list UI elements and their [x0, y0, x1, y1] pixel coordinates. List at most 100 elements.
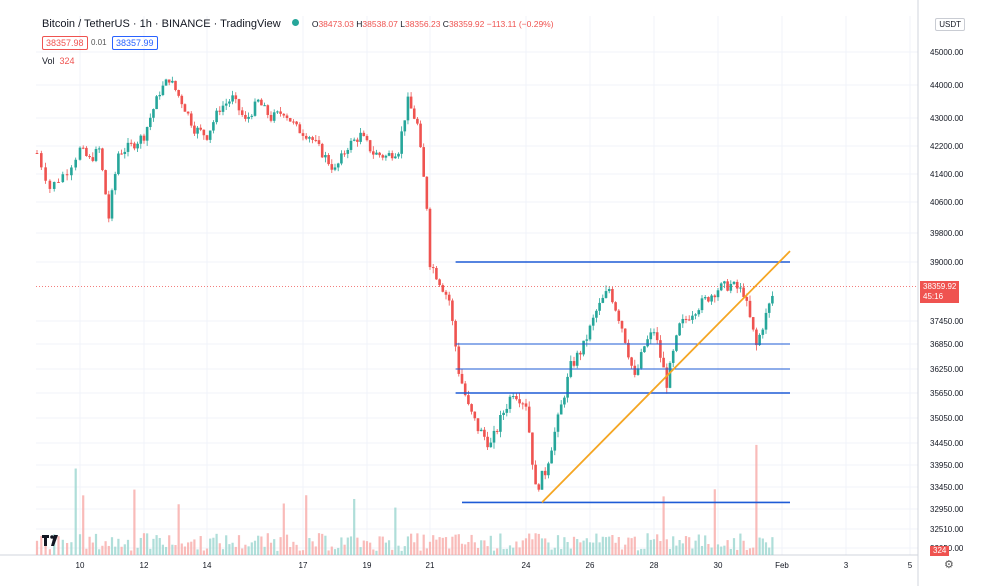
- volume-bar: [528, 533, 531, 555]
- candle-body: [713, 295, 717, 298]
- high-value: 38538.07: [362, 19, 398, 29]
- volume-bar: [582, 540, 585, 555]
- volume-bar: [428, 541, 432, 555]
- y-tick-label: 37450.00: [930, 317, 964, 326]
- y-tick-label: 44000.00: [930, 81, 964, 90]
- candle-body: [88, 156, 91, 158]
- candle-body: [463, 383, 467, 396]
- volume-bar: [572, 536, 576, 555]
- volume-bar: [241, 548, 244, 555]
- low-value: 38356.23: [404, 19, 441, 29]
- candle-body: [652, 332, 656, 334]
- volume-bar: [700, 545, 704, 555]
- candle-body: [508, 396, 512, 409]
- volume-bar: [177, 504, 180, 555]
- volume-bar: [397, 545, 400, 555]
- volume-bar: [133, 489, 136, 555]
- candle-body: [694, 314, 697, 316]
- candle-body: [390, 153, 394, 159]
- volume-bar: [114, 546, 117, 555]
- y-tick-label: 45000.00: [930, 48, 964, 57]
- candle-body: [81, 147, 85, 149]
- candle-body: [234, 95, 238, 100]
- y-tick-label: 43000.00: [930, 114, 964, 123]
- candle-body: [758, 334, 761, 346]
- y-tick-label: 32950.00: [930, 505, 964, 514]
- candle-body: [349, 140, 353, 150]
- x-tick-label: 28: [650, 561, 659, 570]
- volume-bar: [311, 541, 314, 555]
- volume-bar: [422, 534, 425, 555]
- gear-icon[interactable]: ⚙: [944, 559, 954, 571]
- volume-bar: [620, 549, 624, 555]
- candle-body: [678, 323, 681, 336]
- candle-body: [247, 116, 250, 119]
- candle-body: [617, 310, 621, 321]
- volume-bar: [585, 538, 588, 555]
- volume-bar: [353, 498, 356, 555]
- candle-body: [57, 181, 60, 183]
- sell-price-button[interactable]: 38357.98: [42, 36, 88, 50]
- volume-bar: [285, 534, 289, 555]
- volume-bar: [70, 542, 73, 555]
- candle-body: [183, 104, 187, 112]
- candle-body: [228, 101, 231, 104]
- candle-body: [665, 367, 669, 388]
- candle-body: [174, 80, 177, 91]
- candle-body: [117, 153, 120, 175]
- candle-body: [320, 143, 324, 158]
- volume-bar: [515, 541, 518, 555]
- candle-body: [416, 118, 419, 124]
- candle-body: [524, 403, 528, 407]
- volume-bar: [704, 535, 707, 555]
- volume-bar: [716, 544, 720, 555]
- candle-body: [250, 115, 254, 117]
- candle-body: [375, 152, 378, 155]
- volume-bar: [101, 545, 104, 555]
- candle-body: [668, 362, 672, 388]
- y-tick-label: 34450.00: [930, 439, 964, 448]
- candle-body: [441, 285, 445, 292]
- candle-body: [212, 122, 215, 131]
- buy-price-button[interactable]: 38357.99: [112, 36, 158, 50]
- volume-bar: [171, 544, 174, 555]
- volume-bar: [327, 550, 330, 555]
- candle-body: [748, 300, 752, 318]
- candle-body: [359, 132, 362, 142]
- candle-body: [543, 470, 547, 476]
- volume-bar: [88, 536, 91, 555]
- volume-bar: [732, 538, 736, 555]
- currency-label[interactable]: USDT: [935, 18, 965, 31]
- candle-body: [272, 112, 276, 121]
- y-tick-label: 32510.00: [930, 525, 964, 534]
- candle-body: [473, 411, 477, 419]
- volume-legend[interactable]: Vol 324: [42, 56, 75, 66]
- candle-body: [659, 340, 662, 358]
- interval-label[interactable]: 1h: [139, 18, 152, 30]
- candle-body: [454, 320, 457, 347]
- y-tick-label: 35050.00: [930, 414, 964, 423]
- candle-body: [735, 281, 739, 289]
- volume-bar: [40, 535, 43, 555]
- volume-bar: [710, 547, 713, 555]
- volume-bar: [720, 546, 723, 555]
- volume-bar: [136, 547, 139, 555]
- candle-body: [340, 153, 343, 164]
- tradingview-logo-icon[interactable]: [42, 535, 60, 547]
- candle-body: [438, 279, 441, 286]
- volume-bar: [225, 535, 228, 555]
- candle-body: [85, 147, 88, 157]
- volume-bar: [643, 548, 646, 555]
- candle-body: [591, 317, 595, 326]
- candle-body: [515, 396, 518, 400]
- volume-bar: [110, 537, 114, 555]
- symbol-name[interactable]: Bitcoin / TetherUS: [42, 18, 130, 30]
- candle-body: [101, 148, 104, 171]
- candle-body: [285, 115, 289, 118]
- candle-body: [739, 287, 742, 289]
- volume-bar: [359, 547, 362, 555]
- volume-bar: [44, 538, 47, 555]
- candle-body: [78, 147, 82, 160]
- platform-label: TradingView: [220, 18, 281, 30]
